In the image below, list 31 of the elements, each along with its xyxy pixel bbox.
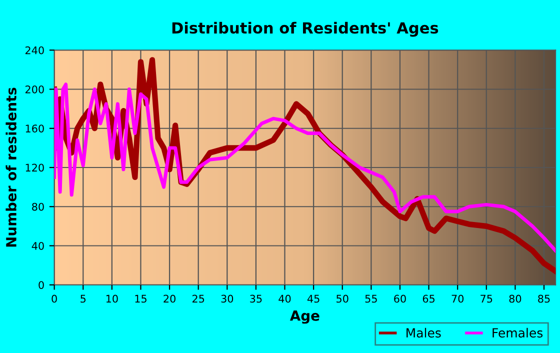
x-tick-label: 60 xyxy=(394,294,406,303)
x-tick-label: 15 xyxy=(135,294,146,303)
x-tick-label: 35 xyxy=(250,294,262,303)
x-tick-label: 55 xyxy=(365,294,377,303)
x-tick-label: 20 xyxy=(164,294,176,303)
x-tick-label: 30 xyxy=(221,294,234,303)
x-tick-label: 10 xyxy=(106,294,118,303)
x-tick-label: 25 xyxy=(192,294,204,303)
x-axis-title: Age xyxy=(290,310,320,324)
x-tick-label: 85 xyxy=(538,294,550,303)
y-tick-label: 80 xyxy=(32,202,44,211)
x-tick-label: 75 xyxy=(480,294,492,303)
x-tick-label: 5 xyxy=(80,294,86,303)
y-tick-label: 200 xyxy=(25,85,44,94)
legend-label: Females xyxy=(492,328,543,338)
y-tick-label: 240 xyxy=(25,46,44,54)
legend-label: Males xyxy=(406,328,441,338)
y-tick-label: 0 xyxy=(38,281,44,289)
line-series xyxy=(54,82,556,252)
x-tick-label: 45 xyxy=(307,294,320,303)
x-tick-label: 65 xyxy=(422,294,434,303)
x-tick-label: 50 xyxy=(336,294,348,303)
x-tick-label: 40 xyxy=(278,294,291,303)
chart-title: Distribution of Residents' Ages xyxy=(172,22,438,37)
y-tick-label: 40 xyxy=(32,242,44,250)
x-tick-label: 80 xyxy=(509,294,522,303)
x-tick-label: 70 xyxy=(452,294,464,303)
x-tick-label: 0 xyxy=(52,294,57,303)
y-tick-label: 160 xyxy=(26,124,44,132)
y-tick-label: 120 xyxy=(26,164,44,172)
y-axis-title: Number of residents xyxy=(6,88,16,247)
